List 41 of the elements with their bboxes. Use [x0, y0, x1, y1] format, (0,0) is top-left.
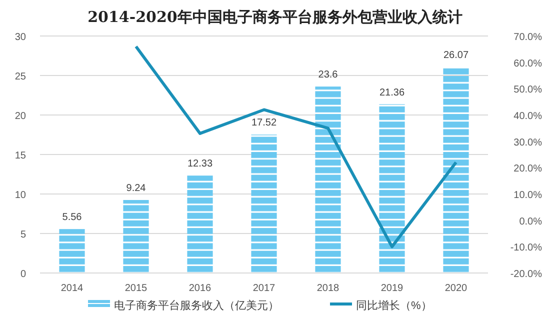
- y2-tick-label: 0.0%: [519, 216, 542, 228]
- bar: [443, 67, 469, 273]
- y-tick-label: 15: [14, 150, 26, 162]
- data-label: 23.6: [318, 70, 338, 81]
- y-tick-label: 25: [14, 72, 26, 82]
- x-tick-label: 2019: [380, 283, 404, 294]
- y-tick-label: 20: [14, 111, 26, 122]
- x-tick-label: 2017: [252, 283, 276, 294]
- x-tick-label: 2016: [188, 283, 212, 294]
- bar: [187, 176, 213, 273]
- y-tick-label: 5: [20, 230, 26, 240]
- y2-tick-label: 50.0%: [514, 84, 542, 96]
- y2-tick-label: 60.0%: [514, 58, 542, 70]
- legend-label: 同比增长（%）: [356, 299, 432, 312]
- y2-tick-label: 30.0%: [514, 137, 542, 148]
- bar: [379, 104, 405, 273]
- data-label: 9.24: [126, 183, 146, 194]
- data-label: 12.33: [187, 158, 213, 170]
- y2-tick-label: 70.0%: [514, 32, 542, 43]
- y-tick-label: 30: [14, 32, 26, 43]
- data-label: 21.36: [379, 87, 405, 98]
- data-label: 26.07: [443, 50, 469, 62]
- y-tick-label: 0: [20, 269, 26, 280]
- x-tick-label: 2020: [444, 283, 468, 294]
- x-tick-label: 2014: [60, 283, 84, 294]
- bar: [315, 86, 341, 273]
- bar: [251, 134, 277, 273]
- bar: [59, 229, 85, 273]
- y2-tick-label: -20.0%: [510, 269, 542, 280]
- data-label: 5.56: [62, 212, 82, 224]
- y2-tick-label: 40.0%: [514, 111, 542, 122]
- y2-tick-label: 10.0%: [514, 190, 542, 201]
- bar: [123, 200, 149, 273]
- chart-title: 2014-2020年中国电子商务平台服务外包营业收入统计: [88, 8, 462, 26]
- text: 电子商务平台服务收入（亿美元）: [114, 299, 279, 312]
- x-tick-label: 2018: [316, 283, 340, 294]
- y-tick-label: 10: [14, 190, 26, 201]
- y2-tick-label: 20.0%: [514, 164, 542, 175]
- data-label: 17.52: [251, 118, 277, 129]
- y2-tick-label: -10.0%: [510, 242, 542, 254]
- x-tick-label: 2015: [124, 283, 148, 294]
